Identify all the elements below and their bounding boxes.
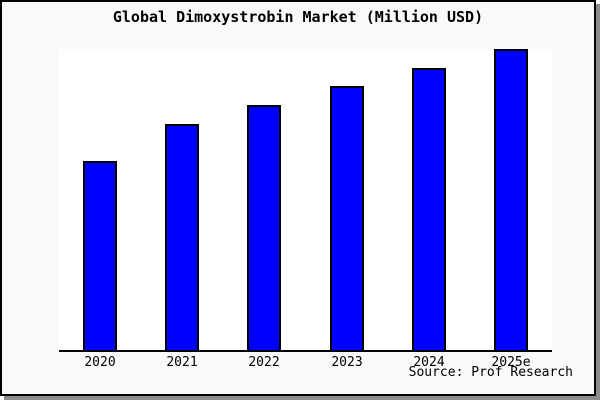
bar [165, 124, 199, 350]
x-tick-label: 2022 [248, 355, 280, 370]
bar [494, 49, 528, 350]
bar [412, 68, 446, 350]
chart-title: Global Dimoxystrobin Market (Million USD… [112, 8, 484, 26]
x-tick-label: 2020 [84, 355, 116, 370]
x-tick-label: 2023 [331, 355, 363, 370]
plot-area [59, 49, 552, 350]
x-axis-line [59, 350, 552, 352]
x-tick-label: 2024 [413, 355, 445, 370]
x-tick-label: 2025e [491, 355, 531, 370]
x-tick-label: 2021 [166, 355, 198, 370]
bar [83, 161, 117, 350]
source-credit: Source: Prof Research [408, 365, 573, 380]
bar [247, 105, 281, 350]
bar [330, 86, 364, 350]
